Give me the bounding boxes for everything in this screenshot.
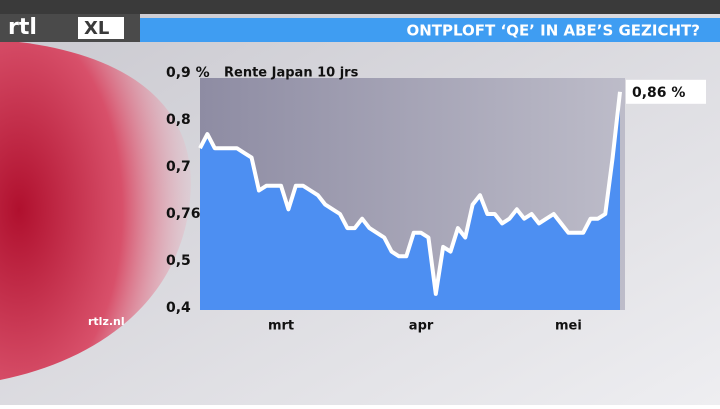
source: rtlz.nl (88, 315, 125, 328)
value-label-box (626, 79, 706, 104)
chart-title: ONTPLOFT ‘QE’ IN ABE’S GEZICHT? (406, 22, 700, 40)
y-tick-label: 0,76 (166, 206, 201, 222)
line (198, 91, 622, 296)
logo: XL (84, 18, 109, 39)
y-tick-label: 0,5 (166, 253, 191, 269)
swoosh (0, 40, 191, 380)
area (200, 91, 620, 310)
chart-subtitle: Rente Japan 10 jrs (224, 66, 359, 81)
x-tick-label: mei (555, 319, 582, 334)
x-tick-label: apr (409, 319, 434, 334)
title-bar (140, 18, 720, 42)
y-tick-label: 0,7 (166, 159, 191, 175)
y-tick-label: 0,4 (166, 300, 191, 316)
value-label: 0,86 % (632, 85, 685, 101)
logo-box (78, 17, 124, 39)
logo: rtl (8, 15, 37, 40)
y-tick-label: 0,9 % (166, 65, 210, 81)
x-tick-label: mrt (268, 319, 294, 334)
y-tick-label: 0,8 (166, 112, 191, 128)
top-bar (0, 0, 720, 14)
